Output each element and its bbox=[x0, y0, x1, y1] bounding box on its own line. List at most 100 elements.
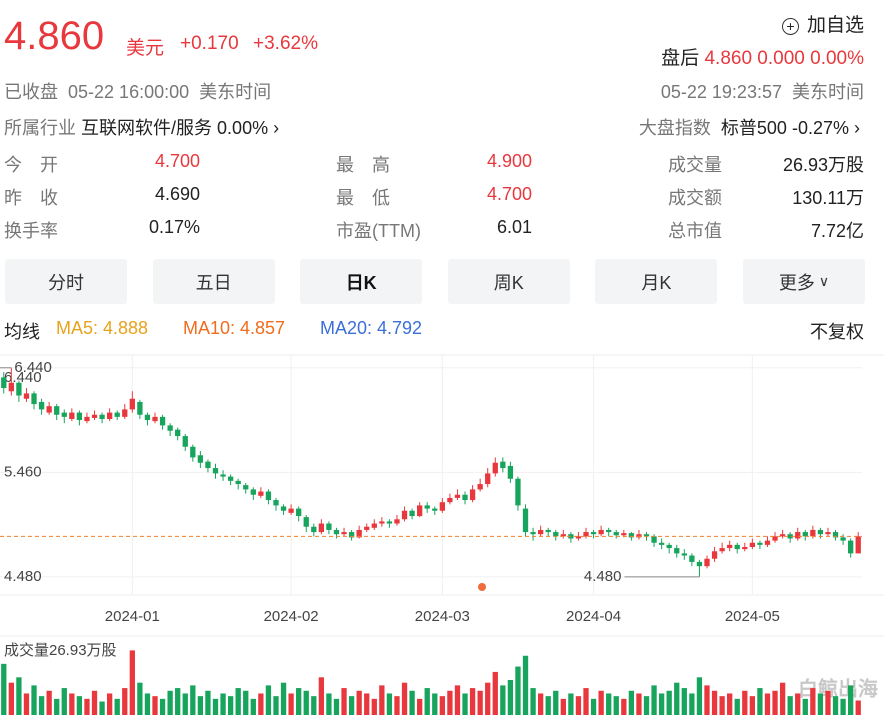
volume-bar bbox=[212, 698, 219, 715]
volume-bar bbox=[394, 696, 400, 715]
candle-body bbox=[757, 542, 763, 545]
volume-bar bbox=[447, 690, 453, 715]
candle-body bbox=[447, 497, 453, 503]
volume-bar bbox=[727, 693, 733, 715]
x-tick-label: 2024-02 bbox=[264, 608, 319, 625]
volume-bar bbox=[220, 693, 226, 715]
volume-bar bbox=[598, 690, 604, 715]
volume-bar bbox=[621, 698, 627, 715]
candle-body bbox=[658, 542, 665, 545]
volume-bar bbox=[8, 682, 14, 715]
candle-body bbox=[38, 401, 45, 410]
candle-body bbox=[356, 529, 362, 538]
candle-body bbox=[137, 401, 143, 415]
volume-bar bbox=[205, 690, 211, 715]
volume-bar bbox=[296, 688, 302, 715]
candle-body bbox=[424, 505, 430, 509]
volume-bar bbox=[424, 688, 430, 715]
update: 05-22 19:23:57 美东时间 bbox=[661, 78, 864, 104]
candle-body bbox=[371, 523, 377, 528]
volume-bar bbox=[553, 690, 559, 715]
volume-bar bbox=[288, 693, 294, 715]
candle-body bbox=[106, 412, 113, 419]
candle-body bbox=[590, 532, 597, 535]
tab[interactable]: 更多 ∨ bbox=[743, 259, 865, 304]
volume-bar bbox=[54, 698, 60, 715]
candle-body bbox=[734, 544, 740, 550]
volume-bar bbox=[757, 688, 763, 715]
candle-body bbox=[530, 532, 536, 535]
volume-bar bbox=[704, 685, 710, 715]
candle-body bbox=[54, 406, 60, 415]
volume-bar bbox=[114, 698, 120, 715]
stat-label: 今 开 bbox=[4, 155, 58, 175]
candle-body bbox=[122, 409, 128, 417]
volume-bar bbox=[144, 693, 151, 715]
candle-body bbox=[243, 485, 249, 490]
volume-bar bbox=[500, 685, 506, 715]
candle-body bbox=[598, 529, 604, 535]
volume-bar bbox=[167, 690, 173, 715]
volume-bar bbox=[371, 698, 377, 715]
volume-bar bbox=[802, 698, 808, 715]
tab[interactable]: 日K bbox=[300, 259, 423, 304]
volume-bar bbox=[606, 693, 612, 715]
volume-bar bbox=[590, 698, 597, 715]
candle-body bbox=[636, 534, 642, 538]
candle-body bbox=[477, 484, 483, 490]
y-tick-label: 6.440 bbox=[4, 369, 42, 386]
volume-bar bbox=[560, 698, 566, 715]
high-label: 6.440 bbox=[14, 359, 52, 376]
volume-bar bbox=[31, 685, 37, 715]
candle-body bbox=[681, 553, 687, 556]
candle-body bbox=[454, 494, 461, 498]
volume-bar bbox=[243, 690, 249, 715]
market-index[interactable]: 大盘指数 标普500 -0.27% › bbox=[638, 118, 860, 138]
volume-bar bbox=[197, 696, 204, 715]
volume-bar bbox=[643, 696, 650, 715]
tab[interactable]: 月K bbox=[595, 259, 718, 304]
candle-body bbox=[182, 436, 188, 447]
adjust[interactable]: 不复权 bbox=[810, 322, 864, 342]
candle-body bbox=[152, 416, 158, 422]
after-hours: 盘后 4.860 0.000 0.00% bbox=[661, 43, 864, 70]
volume-bar bbox=[477, 690, 483, 715]
volume-bar bbox=[719, 696, 725, 715]
tab[interactable]: 周K bbox=[447, 259, 570, 304]
volume-bar bbox=[152, 696, 158, 715]
volume-bar bbox=[69, 693, 75, 715]
update-time: 05-22 19:23:57 bbox=[660, 82, 782, 102]
volume-bar bbox=[681, 688, 687, 715]
candle-body bbox=[825, 532, 831, 535]
candle-body bbox=[258, 491, 264, 496]
y-tick-label: 4.480 bbox=[4, 568, 42, 585]
volume-bar bbox=[235, 688, 241, 715]
watchlist-button[interactable]: + 加自选 bbox=[781, 10, 864, 37]
candle-body bbox=[666, 544, 672, 549]
tab[interactable]: 分时 bbox=[5, 259, 127, 304]
volume-bar bbox=[568, 693, 574, 715]
candle-body bbox=[545, 529, 551, 533]
candle-body bbox=[16, 382, 22, 396]
industry-name: 互联网软件/服务 bbox=[81, 118, 213, 138]
volume-bar bbox=[318, 677, 325, 715]
volume-bar bbox=[545, 696, 551, 715]
volume-label: 成交量26.93万股 bbox=[4, 641, 117, 659]
chevron: ∨ bbox=[818, 273, 830, 289]
index-label: 大盘指数 bbox=[638, 118, 711, 138]
industry[interactable]: 所属行业 互联网软件/服务 0.00% › bbox=[4, 118, 280, 138]
volume-bar bbox=[159, 698, 166, 715]
candle-body bbox=[348, 532, 355, 538]
tab[interactable]: 五日 bbox=[152, 259, 275, 304]
tab-text: 周K bbox=[493, 272, 524, 293]
volume-bar bbox=[182, 693, 188, 715]
volume-bar bbox=[583, 688, 589, 715]
candle-body bbox=[817, 529, 824, 535]
candle-body bbox=[711, 551, 718, 559]
y-tick-label: 5.460 bbox=[4, 463, 42, 480]
candle-body bbox=[613, 532, 619, 536]
x-tick-label: 2024-01 bbox=[105, 608, 160, 625]
index-change: -0.27% bbox=[791, 118, 849, 138]
candle-body bbox=[772, 536, 778, 541]
